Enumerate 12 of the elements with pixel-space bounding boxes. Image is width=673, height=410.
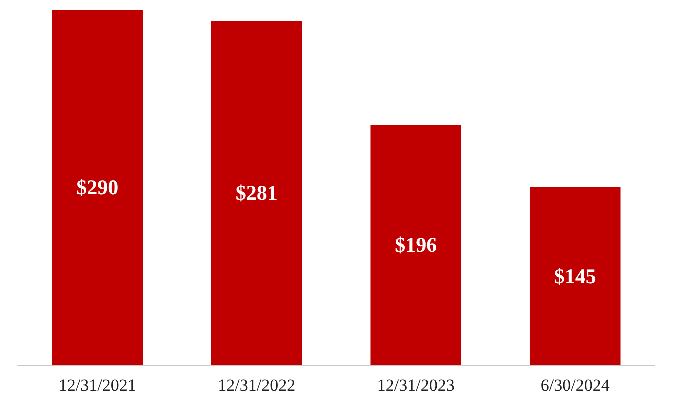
- x-tick-label: 6/30/2024: [540, 376, 610, 395]
- bar: [530, 188, 621, 365]
- x-tick-label: 12/31/2023: [377, 376, 455, 395]
- data-label: $145: [554, 264, 596, 288]
- bar: [370, 125, 462, 365]
- x-tick-label: 12/31/2022: [218, 376, 296, 395]
- data-label: $196: [395, 233, 438, 258]
- bar: [211, 21, 302, 365]
- data-label: $281: [236, 181, 278, 206]
- bar: [52, 10, 144, 365]
- data-label: $290: [76, 176, 119, 200]
- x-tick-label: 12/31/2021: [58, 376, 136, 395]
